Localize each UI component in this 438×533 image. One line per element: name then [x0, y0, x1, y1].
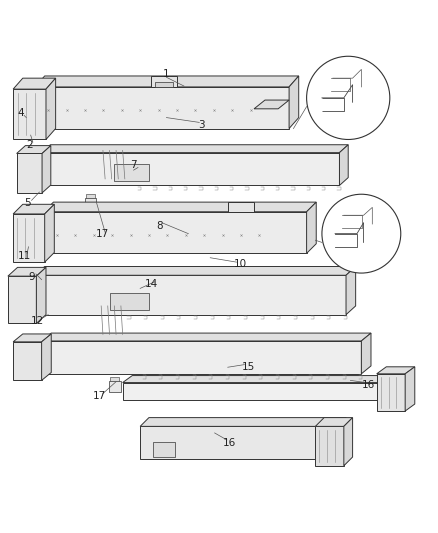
FancyBboxPatch shape — [85, 198, 96, 207]
Text: 3: 3 — [198, 120, 205, 130]
Polygon shape — [339, 145, 348, 185]
Polygon shape — [377, 374, 405, 411]
Text: 8: 8 — [156, 221, 163, 231]
Polygon shape — [13, 89, 46, 140]
Polygon shape — [17, 154, 42, 193]
Polygon shape — [377, 367, 415, 374]
Polygon shape — [42, 333, 371, 341]
Polygon shape — [315, 418, 353, 426]
Polygon shape — [123, 376, 408, 383]
Polygon shape — [44, 212, 307, 253]
Text: 17: 17 — [93, 391, 106, 401]
Polygon shape — [123, 383, 399, 400]
Text: 16: 16 — [223, 438, 236, 448]
FancyBboxPatch shape — [153, 442, 175, 457]
FancyBboxPatch shape — [86, 194, 95, 198]
Polygon shape — [8, 276, 36, 324]
Polygon shape — [42, 341, 361, 374]
Polygon shape — [289, 76, 299, 128]
Polygon shape — [13, 204, 54, 214]
FancyBboxPatch shape — [114, 164, 149, 181]
FancyBboxPatch shape — [110, 377, 119, 381]
Polygon shape — [140, 426, 337, 459]
Text: 1: 1 — [163, 69, 170, 79]
Polygon shape — [337, 418, 346, 459]
Text: 5: 5 — [24, 198, 31, 208]
Text: 17: 17 — [95, 229, 109, 239]
Polygon shape — [8, 268, 46, 276]
Polygon shape — [17, 146, 51, 154]
Text: 10: 10 — [233, 260, 247, 269]
Text: 7: 7 — [130, 160, 137, 171]
FancyBboxPatch shape — [151, 76, 177, 87]
Text: 2: 2 — [26, 140, 33, 150]
Text: 11: 11 — [18, 251, 31, 261]
Polygon shape — [13, 334, 51, 342]
Polygon shape — [307, 202, 316, 253]
Polygon shape — [44, 202, 316, 212]
Polygon shape — [42, 334, 51, 381]
Polygon shape — [35, 87, 289, 128]
Polygon shape — [13, 78, 56, 89]
Polygon shape — [405, 367, 415, 411]
Polygon shape — [35, 275, 346, 314]
FancyBboxPatch shape — [155, 82, 173, 87]
Text: 4: 4 — [17, 108, 24, 118]
Polygon shape — [361, 333, 371, 374]
Text: 15: 15 — [242, 362, 255, 372]
Circle shape — [307, 56, 390, 140]
FancyBboxPatch shape — [110, 293, 149, 310]
Polygon shape — [42, 145, 348, 152]
Polygon shape — [36, 268, 46, 324]
Polygon shape — [399, 376, 408, 400]
Text: 13: 13 — [364, 235, 377, 245]
Polygon shape — [46, 78, 56, 140]
Circle shape — [322, 194, 401, 273]
Polygon shape — [35, 76, 299, 87]
FancyBboxPatch shape — [228, 202, 254, 212]
Text: 16: 16 — [362, 379, 375, 390]
Text: 14: 14 — [145, 279, 158, 289]
Polygon shape — [315, 426, 344, 466]
FancyBboxPatch shape — [109, 381, 121, 392]
Polygon shape — [42, 146, 51, 193]
Text: 9: 9 — [28, 272, 35, 281]
Polygon shape — [13, 214, 45, 262]
Text: 12: 12 — [31, 316, 44, 326]
Polygon shape — [45, 204, 54, 262]
Polygon shape — [42, 152, 339, 185]
Text: 6: 6 — [364, 106, 371, 116]
Polygon shape — [13, 342, 42, 381]
Polygon shape — [35, 266, 356, 275]
Polygon shape — [254, 100, 289, 109]
Polygon shape — [344, 418, 353, 466]
Polygon shape — [140, 418, 346, 426]
Polygon shape — [346, 266, 356, 314]
